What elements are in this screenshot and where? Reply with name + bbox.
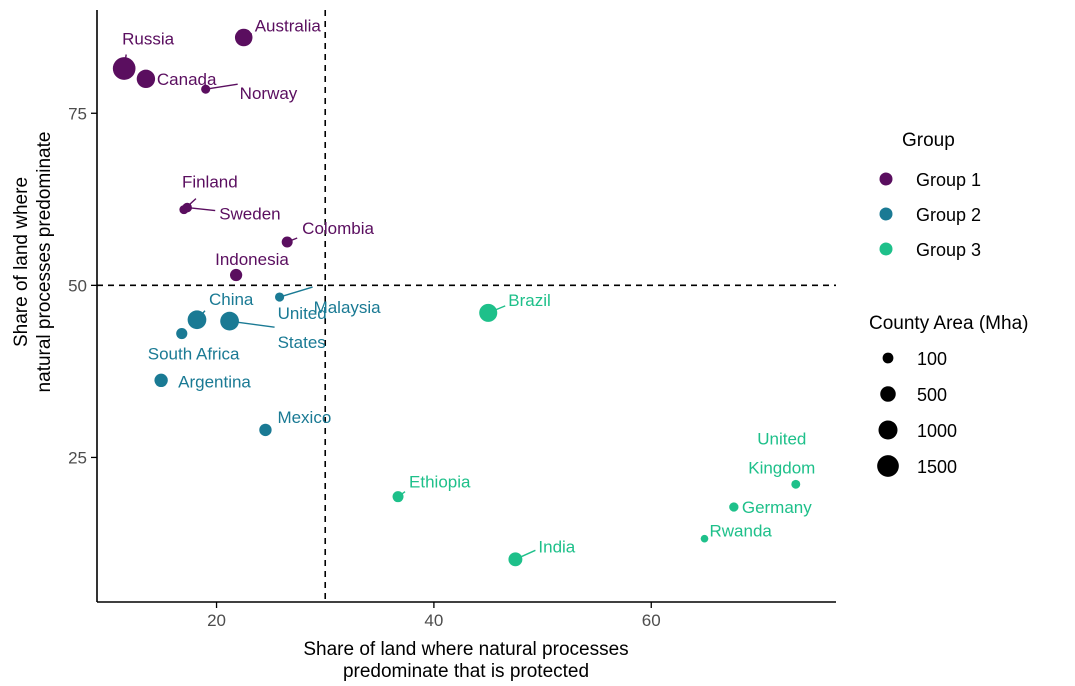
point-south-africa bbox=[176, 327, 188, 340]
point-canada bbox=[136, 69, 156, 89]
legend: Group County Area (Mha) Group 1 Group 2 Gr… bbox=[869, 130, 1028, 477]
size-legend-label-1500: 1500 bbox=[917, 457, 957, 477]
point-label-line: China bbox=[209, 290, 254, 309]
point-label-line: Sweden bbox=[219, 205, 280, 224]
point-label-line: Rwanda bbox=[710, 522, 773, 541]
point-label-norway: Norway bbox=[240, 84, 298, 103]
point-label-line: Indonesia bbox=[215, 250, 289, 269]
size-legend-key-1000 bbox=[878, 420, 898, 440]
point-label-line: Russia bbox=[122, 30, 175, 49]
point-united-states bbox=[220, 311, 239, 331]
group-legend-key-3 bbox=[879, 242, 893, 256]
point-label-line: United bbox=[278, 304, 327, 323]
x-tick-label: 40 bbox=[424, 611, 443, 630]
group-legend-title: Group bbox=[902, 130, 955, 151]
size-legend-label-1000: 1000 bbox=[917, 421, 957, 441]
point-label-russia: Russia bbox=[122, 30, 175, 49]
group-legend-label-2: Group 2 bbox=[916, 205, 981, 225]
point-germany bbox=[729, 502, 739, 512]
point-argentina bbox=[154, 373, 168, 388]
point-label-line: Malaysia bbox=[314, 298, 382, 317]
x-axis-title: Share of land where natural processes pr… bbox=[303, 639, 628, 682]
point-australia bbox=[234, 28, 253, 47]
y-tick-label: 75 bbox=[68, 104, 87, 123]
point-label-china: China bbox=[209, 290, 254, 309]
leader-line-malaysia bbox=[279, 286, 313, 298]
point-label-mexico: Mexico bbox=[277, 408, 331, 427]
size-legend-key-500 bbox=[880, 386, 896, 402]
point-label-malaysia: Malaysia bbox=[314, 298, 382, 317]
size-legend-label-500: 500 bbox=[917, 385, 947, 405]
point-india bbox=[508, 552, 523, 567]
point-label-line: Finland bbox=[182, 173, 238, 192]
point-ethiopia bbox=[392, 491, 404, 503]
point-label-line: Kingdom bbox=[748, 458, 815, 477]
point-label-australia: Australia bbox=[255, 17, 322, 36]
x-axis-title-line-1: Share of land where natural processes bbox=[303, 639, 628, 660]
point-label-united-kingdom: United Kingdom bbox=[748, 429, 815, 477]
plot-area: 20 40 60 25 50 75 Australia Russia Canada Norway F… bbox=[68, 10, 836, 630]
point-label-line: Colombia bbox=[302, 219, 374, 238]
leader-line-norway bbox=[205, 83, 238, 90]
point-china bbox=[187, 310, 207, 330]
point-label-sweden: Sweden bbox=[219, 205, 280, 224]
point-indonesia bbox=[229, 268, 243, 282]
size-legend-title: County Area (Mha) bbox=[869, 313, 1028, 334]
point-malaysia bbox=[274, 292, 285, 302]
y-axis-title-line-2: natural processes predominate bbox=[34, 132, 55, 393]
point-label-line: Brazil bbox=[508, 291, 551, 310]
point-label-colombia: Colombia bbox=[302, 219, 374, 238]
size-legend-label-100: 100 bbox=[917, 349, 947, 369]
point-label-line: Australia bbox=[255, 17, 322, 36]
point-label-united-states: United States bbox=[278, 304, 327, 352]
point-label-line: Norway bbox=[240, 84, 298, 103]
point-label-line: Mexico bbox=[277, 408, 331, 427]
point-label-line: Canada bbox=[157, 70, 217, 89]
point-label-india: India bbox=[538, 537, 575, 556]
y-axis-title: Share of land where natural processes pr… bbox=[11, 132, 55, 393]
point-colombia bbox=[281, 236, 293, 248]
point-mexico bbox=[259, 423, 272, 437]
x-axis-title-line-2: predominate that is protected bbox=[343, 661, 589, 681]
point-label-indonesia: Indonesia bbox=[215, 250, 289, 269]
group-legend-label-3: Group 3 bbox=[916, 240, 981, 260]
point-label-south-africa: South Africa bbox=[148, 345, 240, 364]
point-label-brazil: Brazil bbox=[508, 291, 551, 310]
point-label-ethiopia: Ethiopia bbox=[409, 473, 471, 492]
point-label-rwanda: Rwanda bbox=[710, 522, 773, 541]
point-label-canada: Canada bbox=[157, 70, 217, 89]
point-russia bbox=[112, 57, 136, 80]
point-rwanda bbox=[700, 534, 709, 543]
y-tick-label: 25 bbox=[68, 448, 87, 467]
y-tick-label: 50 bbox=[68, 276, 87, 295]
point-label-line: United bbox=[757, 429, 806, 448]
y-axis-title-line-1: Share of land where bbox=[11, 177, 32, 347]
group-legend-key-2 bbox=[879, 207, 893, 221]
point-label-argentina: Argentina bbox=[178, 372, 251, 391]
point-label-line: Argentina bbox=[178, 372, 251, 391]
point-label-germany: Germany bbox=[742, 498, 812, 517]
point-brazil bbox=[479, 303, 498, 322]
point-label-line: Germany bbox=[742, 498, 812, 517]
group-legend-key-1 bbox=[879, 172, 893, 186]
point-united-kingdom bbox=[791, 479, 801, 489]
x-tick-label: 20 bbox=[207, 611, 226, 630]
point-sweden bbox=[182, 202, 192, 213]
group-legend-label-1: Group 1 bbox=[916, 170, 981, 190]
point-label-finland: Finland bbox=[182, 173, 238, 192]
point-label-line: Ethiopia bbox=[409, 473, 471, 492]
x-tick-label: 60 bbox=[642, 611, 661, 630]
size-legend-key-1500 bbox=[877, 455, 899, 477]
point-norway bbox=[201, 84, 211, 94]
point-label-line: States bbox=[278, 333, 326, 352]
size-legend-key-100 bbox=[882, 352, 894, 364]
point-label-line: South Africa bbox=[148, 345, 240, 364]
point-label-line: India bbox=[538, 537, 575, 556]
